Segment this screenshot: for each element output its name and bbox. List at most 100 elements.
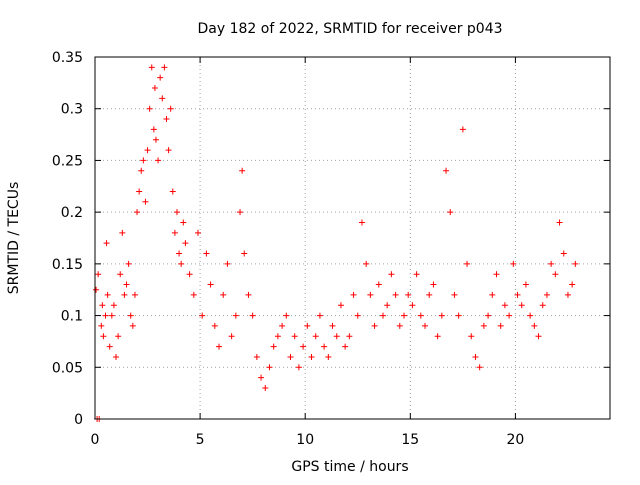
x-tick-label: 15 <box>401 432 419 448</box>
data-point <box>510 260 517 267</box>
data-point <box>159 95 166 102</box>
data-point <box>195 229 201 236</box>
data-point <box>354 312 361 319</box>
data-point <box>262 384 269 391</box>
data-point <box>270 343 277 350</box>
data-point <box>161 64 168 71</box>
data-point <box>100 333 107 340</box>
data-point <box>199 312 206 319</box>
data-point <box>127 312 134 319</box>
data-point <box>129 322 136 329</box>
y-tick-label: 0 <box>74 412 83 428</box>
data-point <box>333 333 340 340</box>
data-point <box>110 302 117 309</box>
data-point <box>203 250 210 257</box>
data-point <box>98 322 105 329</box>
data-point <box>552 271 559 278</box>
chart-title: Day 182 of 2022, SRMTID for receiver p04… <box>197 21 502 37</box>
data-point <box>548 260 555 267</box>
data-point <box>220 291 227 298</box>
data-point <box>113 353 120 360</box>
data-point <box>506 312 513 319</box>
data-point <box>245 291 252 298</box>
data-point <box>443 167 450 174</box>
data-point <box>152 136 159 143</box>
data-points <box>93 64 579 422</box>
data-point <box>155 157 162 164</box>
y-tick-label: 0.1 <box>61 309 83 325</box>
data-point <box>489 291 496 298</box>
data-point <box>560 250 567 257</box>
data-point <box>321 343 328 350</box>
data-point <box>518 302 525 309</box>
data-point <box>480 322 487 329</box>
data-point <box>186 271 193 278</box>
data-point <box>283 312 290 319</box>
data-point <box>337 302 344 309</box>
data-point <box>287 353 294 360</box>
data-point <box>531 322 538 329</box>
data-point <box>115 333 122 340</box>
data-point <box>476 364 483 371</box>
data-point <box>392 291 399 298</box>
y-tick-label: 0.15 <box>52 257 83 273</box>
data-point <box>99 302 106 309</box>
data-point <box>363 260 370 267</box>
data-point <box>253 353 260 360</box>
data-point <box>572 260 579 267</box>
data-point <box>401 312 407 319</box>
data-point <box>434 333 441 340</box>
data-point <box>165 147 172 154</box>
data-point <box>325 353 332 360</box>
y-tick-label: 0.2 <box>61 205 83 221</box>
data-point <box>237 209 244 216</box>
data-point <box>312 333 319 340</box>
data-point <box>150 126 157 133</box>
data-point <box>497 322 504 329</box>
data-point <box>451 291 458 298</box>
data-point <box>258 374 265 381</box>
data-point <box>274 333 281 340</box>
data-point <box>171 229 178 236</box>
data-point <box>384 302 391 309</box>
data-point <box>103 240 110 247</box>
data-point <box>117 271 124 278</box>
data-point <box>522 281 529 288</box>
data-point <box>146 105 153 112</box>
data-point <box>148 64 155 71</box>
x-tick-label: 0 <box>91 432 100 448</box>
data-point <box>535 333 542 340</box>
data-point <box>527 312 534 319</box>
data-point <box>409 302 416 309</box>
data-point <box>93 286 100 293</box>
data-point <box>329 322 336 329</box>
data-point <box>379 312 386 319</box>
data-point <box>295 364 302 371</box>
data-point <box>121 291 128 298</box>
data-point <box>266 364 273 371</box>
grid <box>95 57 610 419</box>
data-point <box>405 291 412 298</box>
data-point <box>173 209 180 216</box>
data-point <box>514 291 521 298</box>
data-point <box>367 291 374 298</box>
data-point <box>569 281 576 288</box>
data-point <box>190 291 197 298</box>
data-point <box>304 322 311 329</box>
data-point <box>279 322 286 329</box>
data-point <box>241 250 248 257</box>
data-point <box>455 312 462 319</box>
data-point <box>131 291 138 298</box>
data-point <box>178 260 185 267</box>
data-point <box>95 271 102 278</box>
data-point <box>447 209 454 216</box>
data-point <box>438 312 445 319</box>
data-point <box>180 219 187 226</box>
data-point <box>167 105 174 112</box>
data-point <box>358 219 365 226</box>
x-axis-label: GPS time / hours <box>291 459 408 475</box>
data-point <box>157 74 164 81</box>
data-point <box>211 322 218 329</box>
data-point <box>564 291 571 298</box>
